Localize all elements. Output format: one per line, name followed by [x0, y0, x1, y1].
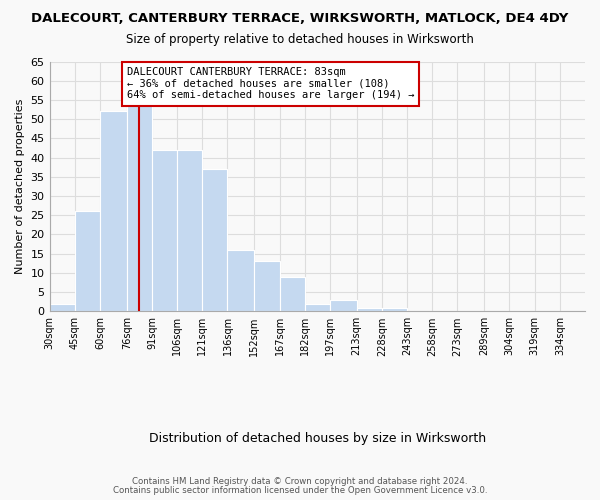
Bar: [357, 308, 382, 312]
Bar: [382, 308, 407, 312]
Bar: [127, 104, 152, 312]
Bar: [305, 304, 330, 312]
Bar: [280, 277, 305, 312]
Text: Size of property relative to detached houses in Wirksworth: Size of property relative to detached ho…: [126, 32, 474, 46]
Bar: [152, 150, 177, 312]
Bar: [177, 150, 202, 312]
Y-axis label: Number of detached properties: Number of detached properties: [15, 99, 25, 274]
Text: DALECOURT CANTERBURY TERRACE: 83sqm
← 36% of detached houses are smaller (108)
6: DALECOURT CANTERBURY TERRACE: 83sqm ← 36…: [127, 68, 414, 100]
Bar: [100, 112, 127, 312]
Bar: [254, 262, 280, 312]
Text: Contains public sector information licensed under the Open Government Licence v3: Contains public sector information licen…: [113, 486, 487, 495]
Bar: [227, 250, 254, 312]
Text: Contains HM Land Registry data © Crown copyright and database right 2024.: Contains HM Land Registry data © Crown c…: [132, 478, 468, 486]
Bar: [75, 212, 100, 312]
Bar: [202, 169, 227, 312]
Bar: [50, 304, 75, 312]
Text: DALECOURT, CANTERBURY TERRACE, WIRKSWORTH, MATLOCK, DE4 4DY: DALECOURT, CANTERBURY TERRACE, WIRKSWORT…: [31, 12, 569, 26]
X-axis label: Distribution of detached houses by size in Wirksworth: Distribution of detached houses by size …: [149, 432, 486, 445]
Bar: [330, 300, 357, 312]
